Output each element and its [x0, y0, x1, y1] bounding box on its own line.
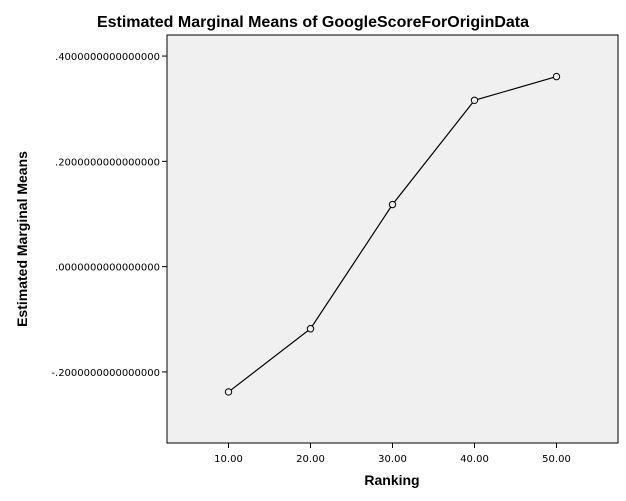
chart-title: Estimated Marginal Means of GoogleScoreF…	[97, 14, 529, 31]
y-tick-label: .0000000000000000	[55, 263, 160, 274]
y-tick-label: -.2000000000000000	[51, 368, 160, 379]
data-point	[306, 325, 315, 333]
x-tick-label: 50.00	[542, 454, 571, 465]
x-axis-title: Ranking	[364, 472, 419, 488]
data-point	[552, 72, 561, 81]
data-point	[388, 200, 397, 209]
x-tick-label: 30.00	[378, 454, 407, 465]
data-point	[470, 96, 479, 104]
data-point	[224, 388, 233, 396]
x-tick-label: 40.00	[460, 454, 489, 465]
y-tick-label: .4000000000000000	[55, 52, 160, 63]
x-tick-label: 20.00	[296, 454, 325, 465]
y-axis-title: Estimated Marginal Means	[14, 151, 30, 327]
plot-area	[166, 34, 619, 444]
y-axis: -.2000000000000000 .0000000000000000 .2000…	[51, 52, 167, 379]
y-tick-label: .2000000000000000	[55, 157, 160, 168]
x-axis: 10.00 20.00 30.00 40.00 50.00	[214, 443, 571, 465]
x-tick-label: 10.00	[214, 454, 243, 465]
series-layer	[224, 72, 561, 396]
